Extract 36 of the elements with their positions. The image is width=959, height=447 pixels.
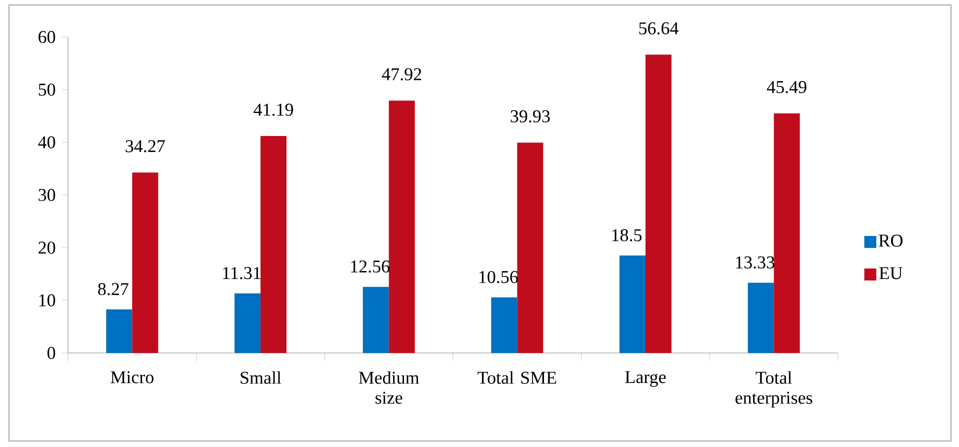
x-tick-label: Large (625, 371, 666, 387)
bar (774, 113, 800, 353)
bar (748, 282, 774, 353)
data-label: 45.49 (766, 81, 806, 94)
y-tick-label: 60 (38, 30, 56, 44)
data-label: 47.92 (382, 68, 422, 80)
bar (646, 54, 672, 353)
legend-label: EU (879, 267, 902, 280)
data-label: 8.27 (98, 283, 128, 296)
bar (132, 172, 158, 353)
x-tick-label: Small (240, 371, 282, 384)
y-tick-label: 50 (38, 84, 56, 96)
y-tick-label: 30 (38, 188, 56, 202)
data-label: 41.19 (254, 104, 294, 116)
y-tick-label: 20 (38, 242, 56, 254)
x-tick-label: Micro (110, 371, 154, 384)
data-label: 56.64 (639, 22, 678, 34)
bar (362, 286, 389, 353)
x-tick-label: Total SME (478, 371, 556, 384)
data-label: 11.31 (223, 267, 260, 280)
y-tick-label: 10 (39, 294, 56, 306)
bar (517, 142, 544, 353)
x-tick-label: Total enterprises (736, 371, 812, 408)
data-label: 34.27 (126, 140, 165, 152)
data-label: 39.93 (510, 110, 550, 122)
y-tick-label: 0 (48, 346, 56, 360)
bar (491, 297, 518, 353)
y-tick-label: 40 (38, 136, 56, 148)
x-tick-label: Medium size (358, 371, 420, 404)
bar (388, 100, 415, 353)
bar (106, 309, 132, 353)
bar (234, 293, 261, 353)
bar (620, 256, 646, 353)
data-label: 18.5 (612, 229, 642, 242)
legend-label: RO (878, 234, 903, 247)
bar (260, 136, 287, 353)
